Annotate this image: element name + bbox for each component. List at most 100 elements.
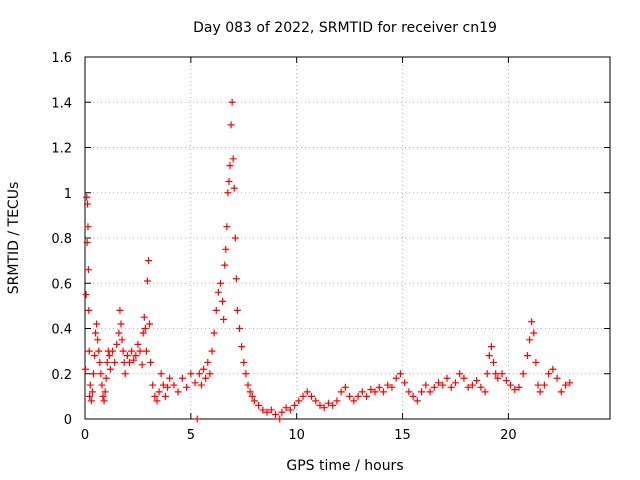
data-point [230, 184, 238, 192]
data-point [226, 162, 234, 170]
data-point [106, 365, 114, 373]
data-point [111, 358, 119, 366]
data-point [113, 340, 121, 348]
y-tick-label: 1.2 [51, 142, 72, 157]
data-point [94, 336, 102, 344]
data-point [221, 261, 229, 269]
data-point [93, 320, 101, 328]
data-point [329, 401, 337, 409]
data-point [202, 374, 210, 382]
data-point [155, 388, 163, 396]
data-point [341, 383, 349, 391]
data-point [157, 370, 165, 378]
data-point [250, 397, 258, 405]
data-point [272, 410, 280, 418]
data-series [81, 98, 574, 423]
data-point [530, 329, 538, 337]
data-point [246, 388, 254, 396]
data-point [282, 404, 290, 412]
data-point [223, 223, 231, 231]
y-tick-label: 1.4 [51, 96, 72, 111]
data-point [220, 315, 228, 323]
data-point [492, 370, 500, 378]
data-point [528, 318, 536, 326]
data-point [413, 397, 421, 405]
y-tick-label: 0.6 [51, 277, 72, 292]
x-tick-label: 5 [187, 428, 195, 443]
data-point [477, 383, 485, 391]
data-point [164, 383, 172, 391]
y-tick-labels: 0 0.2 0.4 0.6 0.8 1 1.2 1.4 1.6 [51, 51, 72, 428]
data-point [204, 358, 212, 366]
data-point [166, 374, 174, 382]
data-point [109, 347, 117, 355]
data-point [92, 329, 100, 337]
data-point [159, 381, 167, 389]
x-tick-label: 20 [500, 428, 517, 443]
data-point [276, 415, 284, 423]
data-point [443, 374, 451, 382]
data-point [232, 275, 240, 283]
data-point [240, 358, 248, 366]
data-point [183, 383, 191, 391]
data-point [316, 401, 324, 409]
data-point [101, 388, 109, 396]
data-point [248, 392, 256, 400]
data-point [473, 377, 481, 385]
x-axis-label: GPS time / hours [286, 458, 403, 474]
data-point [523, 352, 531, 360]
data-point [103, 358, 111, 366]
data-point [515, 383, 523, 391]
y-axis-label: SRMTID / TECUs [6, 182, 22, 295]
data-point [229, 155, 237, 163]
data-point [267, 406, 275, 414]
data-point [224, 189, 232, 197]
data-point [308, 392, 316, 400]
data-point [208, 347, 216, 355]
data-point [200, 365, 208, 373]
data-point [388, 383, 396, 391]
data-point [312, 397, 320, 405]
data-point [206, 370, 214, 378]
data-point [178, 374, 186, 382]
data-point [485, 352, 493, 360]
y-tick-label: 0 [64, 413, 72, 428]
data-point [481, 388, 489, 396]
data-point [214, 288, 222, 296]
data-point [286, 406, 294, 414]
data-point [123, 352, 131, 360]
data-point [263, 408, 271, 416]
data-point [115, 329, 123, 337]
data-point [519, 370, 527, 378]
data-point [494, 374, 502, 382]
data-point [566, 379, 574, 387]
data-point [117, 320, 125, 328]
data-point [545, 370, 553, 378]
data-point [138, 361, 146, 369]
data-point [142, 347, 150, 355]
data-point [464, 383, 472, 391]
data-point [278, 408, 286, 416]
data-point [121, 370, 129, 378]
data-point [82, 291, 90, 299]
data-point [136, 347, 144, 355]
data-point [418, 388, 426, 396]
data-point [255, 401, 263, 409]
data-point [118, 336, 126, 344]
data-point [119, 347, 127, 355]
grid [85, 57, 610, 419]
data-point [225, 177, 233, 185]
data-point [100, 397, 108, 405]
data-point [422, 381, 430, 389]
data-point [81, 365, 89, 373]
data-point [149, 381, 157, 389]
data-point [197, 381, 205, 389]
data-point [299, 392, 307, 400]
data-point [396, 370, 404, 378]
data-point [350, 397, 358, 405]
data-point [384, 381, 392, 389]
data-point [130, 356, 138, 364]
data-point [259, 406, 267, 414]
data-point [430, 383, 438, 391]
data-point [105, 352, 113, 360]
